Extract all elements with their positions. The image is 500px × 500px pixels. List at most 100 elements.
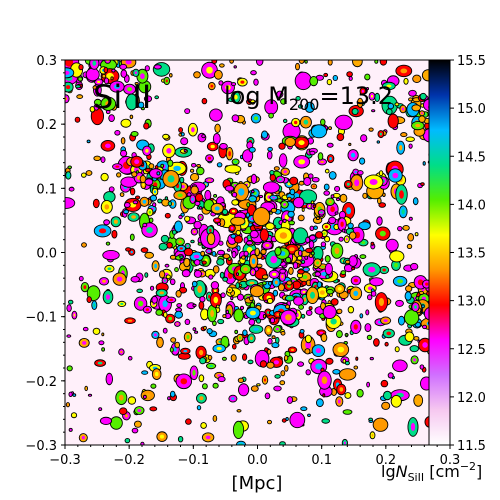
absorber-blob — [266, 150, 273, 160]
absorber-blob — [86, 296, 92, 303]
absorber-blob — [371, 109, 376, 113]
absorber-blob — [217, 376, 226, 383]
absorber-blob — [261, 274, 269, 280]
absorber-blob — [358, 221, 371, 231]
absorber-blob — [195, 193, 204, 203]
absorber-blob — [349, 231, 357, 240]
absorber-blob — [301, 280, 307, 287]
absorber-blob — [209, 292, 222, 308]
absorber-blob — [247, 162, 252, 168]
absorber-blob — [231, 114, 240, 123]
absorber-blob — [292, 261, 299, 270]
absorber-blob — [269, 170, 275, 176]
y-tick-label: 0.2 — [36, 118, 57, 133]
absorber-blob — [238, 383, 250, 397]
absorber-blob — [65, 402, 70, 408]
absorber-blob — [201, 260, 207, 265]
absorber-blob — [179, 255, 184, 259]
absorber-blob — [304, 334, 312, 344]
colorbar — [429, 60, 450, 445]
absorber-blob — [184, 215, 191, 222]
absorber-blob — [270, 207, 277, 213]
absorber-blob — [164, 212, 171, 219]
absorber-blob — [212, 133, 221, 145]
absorber-blob — [167, 201, 173, 207]
absorber-blob — [317, 209, 326, 216]
absorber-blob — [93, 155, 101, 161]
absorber-blob — [157, 198, 163, 204]
absorber-blob — [344, 180, 353, 189]
absorber-blob — [419, 364, 425, 370]
absorber-blob — [189, 251, 204, 262]
absorber-blob — [189, 365, 199, 381]
absorber-blob — [326, 79, 333, 86]
absorber-blob — [276, 90, 284, 99]
absorber-blob — [135, 195, 141, 200]
absorber-blob — [330, 298, 339, 306]
absorber-blob — [151, 187, 159, 196]
absorber-blob — [323, 72, 329, 78]
absorber-blob — [218, 80, 224, 86]
absorber-blob — [368, 92, 376, 101]
absorber-blob — [282, 218, 287, 223]
absorber-blob — [234, 329, 239, 335]
y-tick-label: 0.1 — [36, 182, 57, 197]
absorber-blob — [236, 333, 244, 342]
absorber-blob — [160, 163, 165, 168]
absorber-blob — [103, 191, 116, 203]
absorber-blob — [338, 368, 357, 381]
absorber-blob — [383, 390, 392, 401]
absorber-blob — [77, 76, 83, 82]
absorber-blob — [369, 431, 376, 440]
absorber-blob — [385, 238, 399, 252]
absorber-blob — [254, 247, 260, 257]
colorbar-tick-label: 13.0 — [457, 295, 486, 310]
absorber-blob — [283, 118, 288, 124]
absorber-blob — [98, 277, 110, 286]
absorber-blob — [206, 362, 217, 370]
absorber-blob — [352, 60, 363, 68]
absorber-blob — [112, 272, 127, 286]
absorber-blob — [108, 114, 115, 122]
absorber-blob — [324, 168, 330, 174]
absorber-blob — [123, 202, 131, 208]
absorber-blob — [222, 314, 227, 319]
colorbar-tick-label: 12.5 — [457, 343, 486, 358]
absorber-blob — [418, 290, 424, 295]
absorber-blob — [392, 275, 408, 287]
colorbar-tick-label: 13.5 — [457, 247, 486, 262]
absorber-blob — [369, 277, 384, 287]
absorber-blob — [176, 303, 183, 308]
absorber-blob — [98, 340, 105, 346]
absorber-blob — [222, 253, 231, 259]
absorber-blob — [419, 92, 427, 101]
absorber-blob — [279, 380, 286, 386]
absorber-blob — [75, 84, 81, 89]
absorber-blob — [312, 246, 324, 261]
absorber-blob — [169, 278, 176, 286]
absorber-blob — [233, 65, 237, 69]
column-density-map — [65, 60, 450, 445]
absorber-blob — [334, 211, 339, 215]
absorber-blob — [384, 341, 389, 347]
absorber-blob — [184, 318, 191, 325]
absorber-blob — [214, 123, 221, 133]
absorber-blob — [297, 269, 305, 275]
absorber-blob — [111, 229, 118, 239]
absorber-blob — [382, 328, 395, 339]
absorber-blob — [295, 62, 300, 71]
absorber-blob — [321, 418, 331, 424]
absorber-blob — [373, 338, 380, 347]
absorber-blob — [80, 282, 90, 293]
absorber-blob — [256, 263, 263, 268]
absorber-blob — [357, 170, 364, 176]
absorber-blob — [320, 333, 328, 343]
absorber-blob — [341, 228, 346, 233]
absorber-blob — [82, 326, 89, 332]
absorber-blob — [316, 286, 329, 299]
absorber-blob — [216, 162, 223, 168]
absorber-blob — [296, 255, 303, 261]
absorber-blob — [371, 290, 377, 297]
absorber-blob — [275, 336, 280, 344]
absorber-blob — [379, 265, 390, 275]
